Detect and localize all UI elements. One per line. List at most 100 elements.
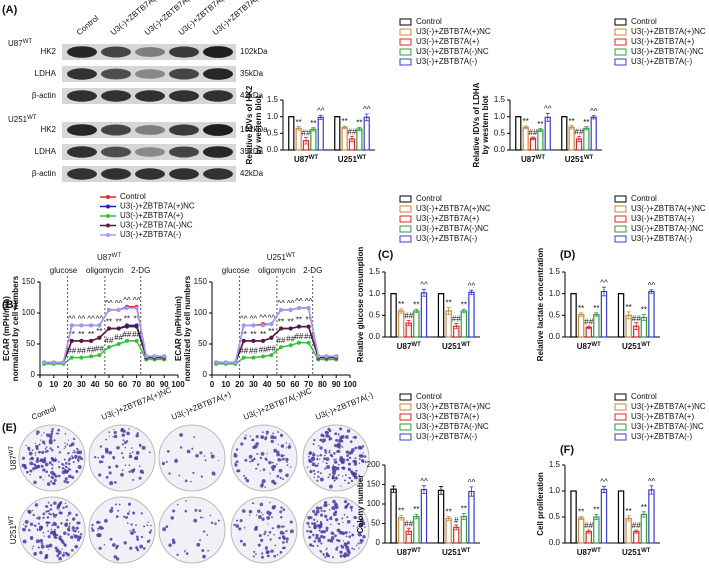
point-label: ## — [122, 330, 131, 339]
colony — [263, 532, 266, 536]
colony — [112, 543, 116, 547]
significance: ** — [296, 118, 302, 127]
blot-column-label: Control — [75, 14, 101, 38]
colony — [115, 464, 119, 468]
colony — [46, 524, 49, 527]
point — [269, 353, 274, 358]
significance: ^^ — [648, 477, 656, 486]
colony — [278, 468, 283, 473]
colony — [346, 429, 351, 433]
colony — [272, 432, 275, 435]
blot-cell-label-base: U251 — [8, 115, 28, 124]
colony — [345, 474, 347, 476]
point-label: ## — [67, 347, 76, 356]
point — [269, 322, 274, 327]
point — [89, 323, 94, 328]
colony — [330, 536, 335, 540]
colony — [339, 551, 341, 553]
colony — [118, 503, 121, 506]
point — [134, 324, 139, 329]
colony — [346, 541, 350, 545]
blot-band — [203, 90, 233, 102]
colony — [282, 508, 286, 512]
point — [97, 353, 102, 358]
colony — [49, 480, 53, 483]
point — [241, 338, 246, 343]
y-axis-label: Relative lactate concentration — [536, 248, 545, 361]
error-bar — [311, 127, 316, 132]
blot-band — [135, 69, 165, 79]
colony — [21, 456, 25, 460]
colony — [311, 544, 315, 548]
bar — [334, 116, 341, 151]
colony — [280, 506, 283, 509]
colony — [243, 526, 246, 529]
colony — [343, 513, 346, 516]
colony — [54, 474, 58, 478]
colony — [316, 520, 318, 523]
colony — [103, 543, 106, 546]
x-tick-label-base: U87 — [294, 155, 309, 164]
point — [261, 338, 266, 343]
colony — [113, 430, 117, 435]
colony — [233, 452, 236, 455]
colony — [179, 446, 183, 449]
colony — [331, 506, 336, 510]
colony — [335, 458, 337, 461]
colony — [217, 519, 220, 522]
colony — [338, 438, 342, 443]
colony — [261, 479, 266, 484]
colony — [37, 546, 40, 549]
legend-label: U3(-)+ZBTB7A(+) — [416, 412, 479, 421]
colony — [97, 457, 99, 459]
error-bar — [594, 312, 599, 317]
point — [241, 323, 246, 328]
colony — [117, 509, 120, 512]
colony — [97, 529, 99, 531]
colony — [143, 525, 146, 528]
colony — [48, 512, 51, 515]
colony — [50, 513, 53, 516]
significance: ** — [537, 120, 543, 129]
colony — [91, 523, 94, 527]
colony — [351, 533, 355, 537]
y-axis-label: Cell proliferation — [536, 472, 545, 536]
colony — [315, 533, 319, 538]
colony — [239, 519, 243, 523]
significance: ^^ — [363, 105, 371, 114]
error-bar — [591, 115, 596, 120]
x-tick-label: 40 — [263, 380, 272, 389]
colony — [343, 552, 348, 556]
colony — [323, 509, 326, 513]
colony — [57, 428, 61, 432]
significance: ^^ — [544, 104, 552, 113]
colony — [313, 472, 316, 475]
colony — [133, 531, 136, 534]
legend-marker — [106, 223, 110, 228]
point-label: ^^ — [287, 299, 295, 308]
colony — [244, 477, 248, 480]
y-tick-label: 50 — [198, 339, 207, 348]
point-label: ** — [260, 330, 266, 339]
colony — [30, 457, 34, 460]
colony — [64, 477, 68, 481]
colony-column-label: U3(-)+ZBTB7A(+) — [170, 390, 232, 422]
colony — [67, 439, 70, 441]
legend-marker — [106, 204, 110, 209]
colony — [325, 518, 329, 522]
colony — [40, 434, 43, 436]
error-bar — [641, 314, 646, 321]
colony — [52, 530, 54, 532]
colony — [68, 462, 71, 466]
colony — [210, 454, 215, 459]
point-label: ** — [268, 327, 274, 336]
legend-swatch — [399, 58, 412, 66]
colony — [267, 534, 269, 537]
colony — [339, 550, 343, 554]
bar — [413, 310, 420, 338]
point-label: ** — [278, 318, 284, 327]
colony-row-label-base: U87 — [9, 455, 18, 470]
error-bar — [649, 485, 654, 495]
colony — [80, 457, 84, 461]
colony — [266, 554, 270, 558]
